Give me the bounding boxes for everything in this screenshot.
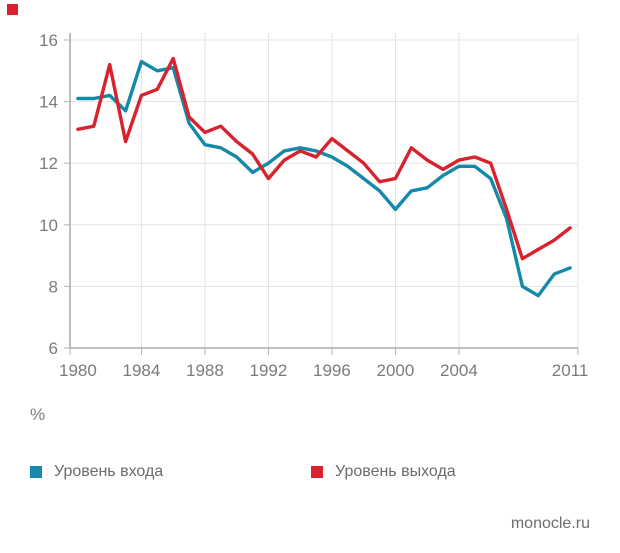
svg-text:2004: 2004: [440, 361, 478, 380]
legend: Уровень входа Уровень выхода: [0, 462, 620, 482]
svg-text:8: 8: [49, 277, 58, 296]
legend-swatch-exit-rate: [311, 466, 323, 478]
svg-text:1992: 1992: [250, 361, 288, 380]
svg-text:2011: 2011: [552, 361, 589, 380]
svg-text:1980: 1980: [59, 361, 97, 380]
svg-text:14: 14: [39, 93, 58, 112]
svg-text:1988: 1988: [186, 361, 224, 380]
y-axis-unit-label: %: [30, 405, 46, 424]
source-credit: monocle.ru: [510, 515, 590, 532]
legend-item-entry-rate: Уровень входа: [30, 462, 163, 482]
svg-text:16: 16: [39, 31, 58, 50]
brand-logo-square: [7, 4, 18, 15]
legend-label-entry-rate: Уровень входа: [54, 463, 164, 480]
svg-text:12: 12: [39, 154, 58, 173]
legend-label-exit-rate: Уровень выхода: [335, 463, 456, 480]
svg-text:1984: 1984: [123, 361, 161, 380]
svg-text:1996: 1996: [313, 361, 351, 380]
legend-swatch-entry-rate: [30, 466, 42, 478]
svg-text:2000: 2000: [377, 361, 415, 380]
line-chart: 6 8 10 12 14 16 1980 1984 1988 1992 1996 2000 2004 20…: [39, 31, 589, 380]
legend-item-exit-rate: Уровень выхода: [311, 462, 456, 482]
svg-text:10: 10: [39, 216, 58, 235]
svg-text:6: 6: [49, 339, 58, 358]
